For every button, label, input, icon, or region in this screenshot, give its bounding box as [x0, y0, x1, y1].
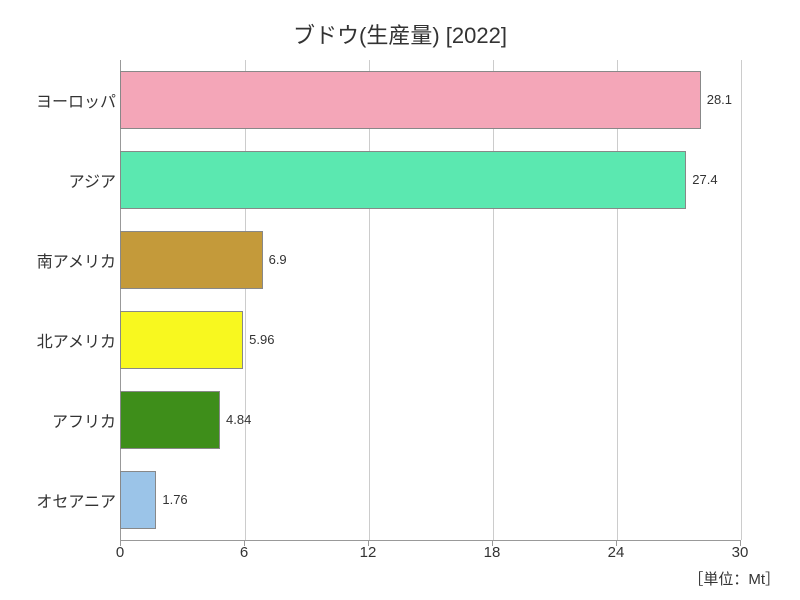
plot-area — [120, 60, 741, 541]
bar — [120, 71, 701, 129]
x-tick-label: 24 — [608, 544, 625, 561]
unit-label: ［単位：Mt］ — [688, 568, 780, 589]
x-tick-label: 18 — [484, 544, 501, 561]
bar — [120, 391, 220, 449]
gridline — [369, 60, 370, 540]
gridline — [245, 60, 246, 540]
y-category-label: 北アメリカ — [6, 328, 116, 352]
gridline — [617, 60, 618, 540]
y-category-label: アフリカ — [6, 408, 116, 432]
y-category-label: 南アメリカ — [6, 248, 116, 272]
bar — [120, 231, 263, 289]
bar-value-label: 5.96 — [249, 332, 274, 347]
x-tick-label: 30 — [732, 544, 749, 561]
x-tick-label: 12 — [360, 544, 377, 561]
bar-value-label: 28.1 — [707, 92, 732, 107]
bar — [120, 311, 243, 369]
bar — [120, 151, 686, 209]
chart-container: ブドウ(生産量) [2022] ［単位：Mt］ 0 6 12 18 24 30 ヨーロッパ 2… — [0, 0, 800, 600]
x-tick-label: 6 — [240, 544, 248, 561]
y-category-label: ヨーロッパ — [6, 88, 116, 112]
chart-title: ブドウ(生産量) [2022] — [0, 0, 800, 50]
bar-value-label: 27.4 — [692, 172, 717, 187]
y-category-label: アジア — [6, 168, 116, 192]
bar-value-label: 1.76 — [162, 492, 187, 507]
bar-value-label: 6.9 — [269, 252, 287, 267]
bar — [120, 471, 156, 529]
y-category-label: オセアニア — [6, 488, 116, 512]
x-tick-label: 0 — [116, 544, 124, 561]
gridline — [493, 60, 494, 540]
gridline — [741, 60, 742, 540]
bar-value-label: 4.84 — [226, 412, 251, 427]
